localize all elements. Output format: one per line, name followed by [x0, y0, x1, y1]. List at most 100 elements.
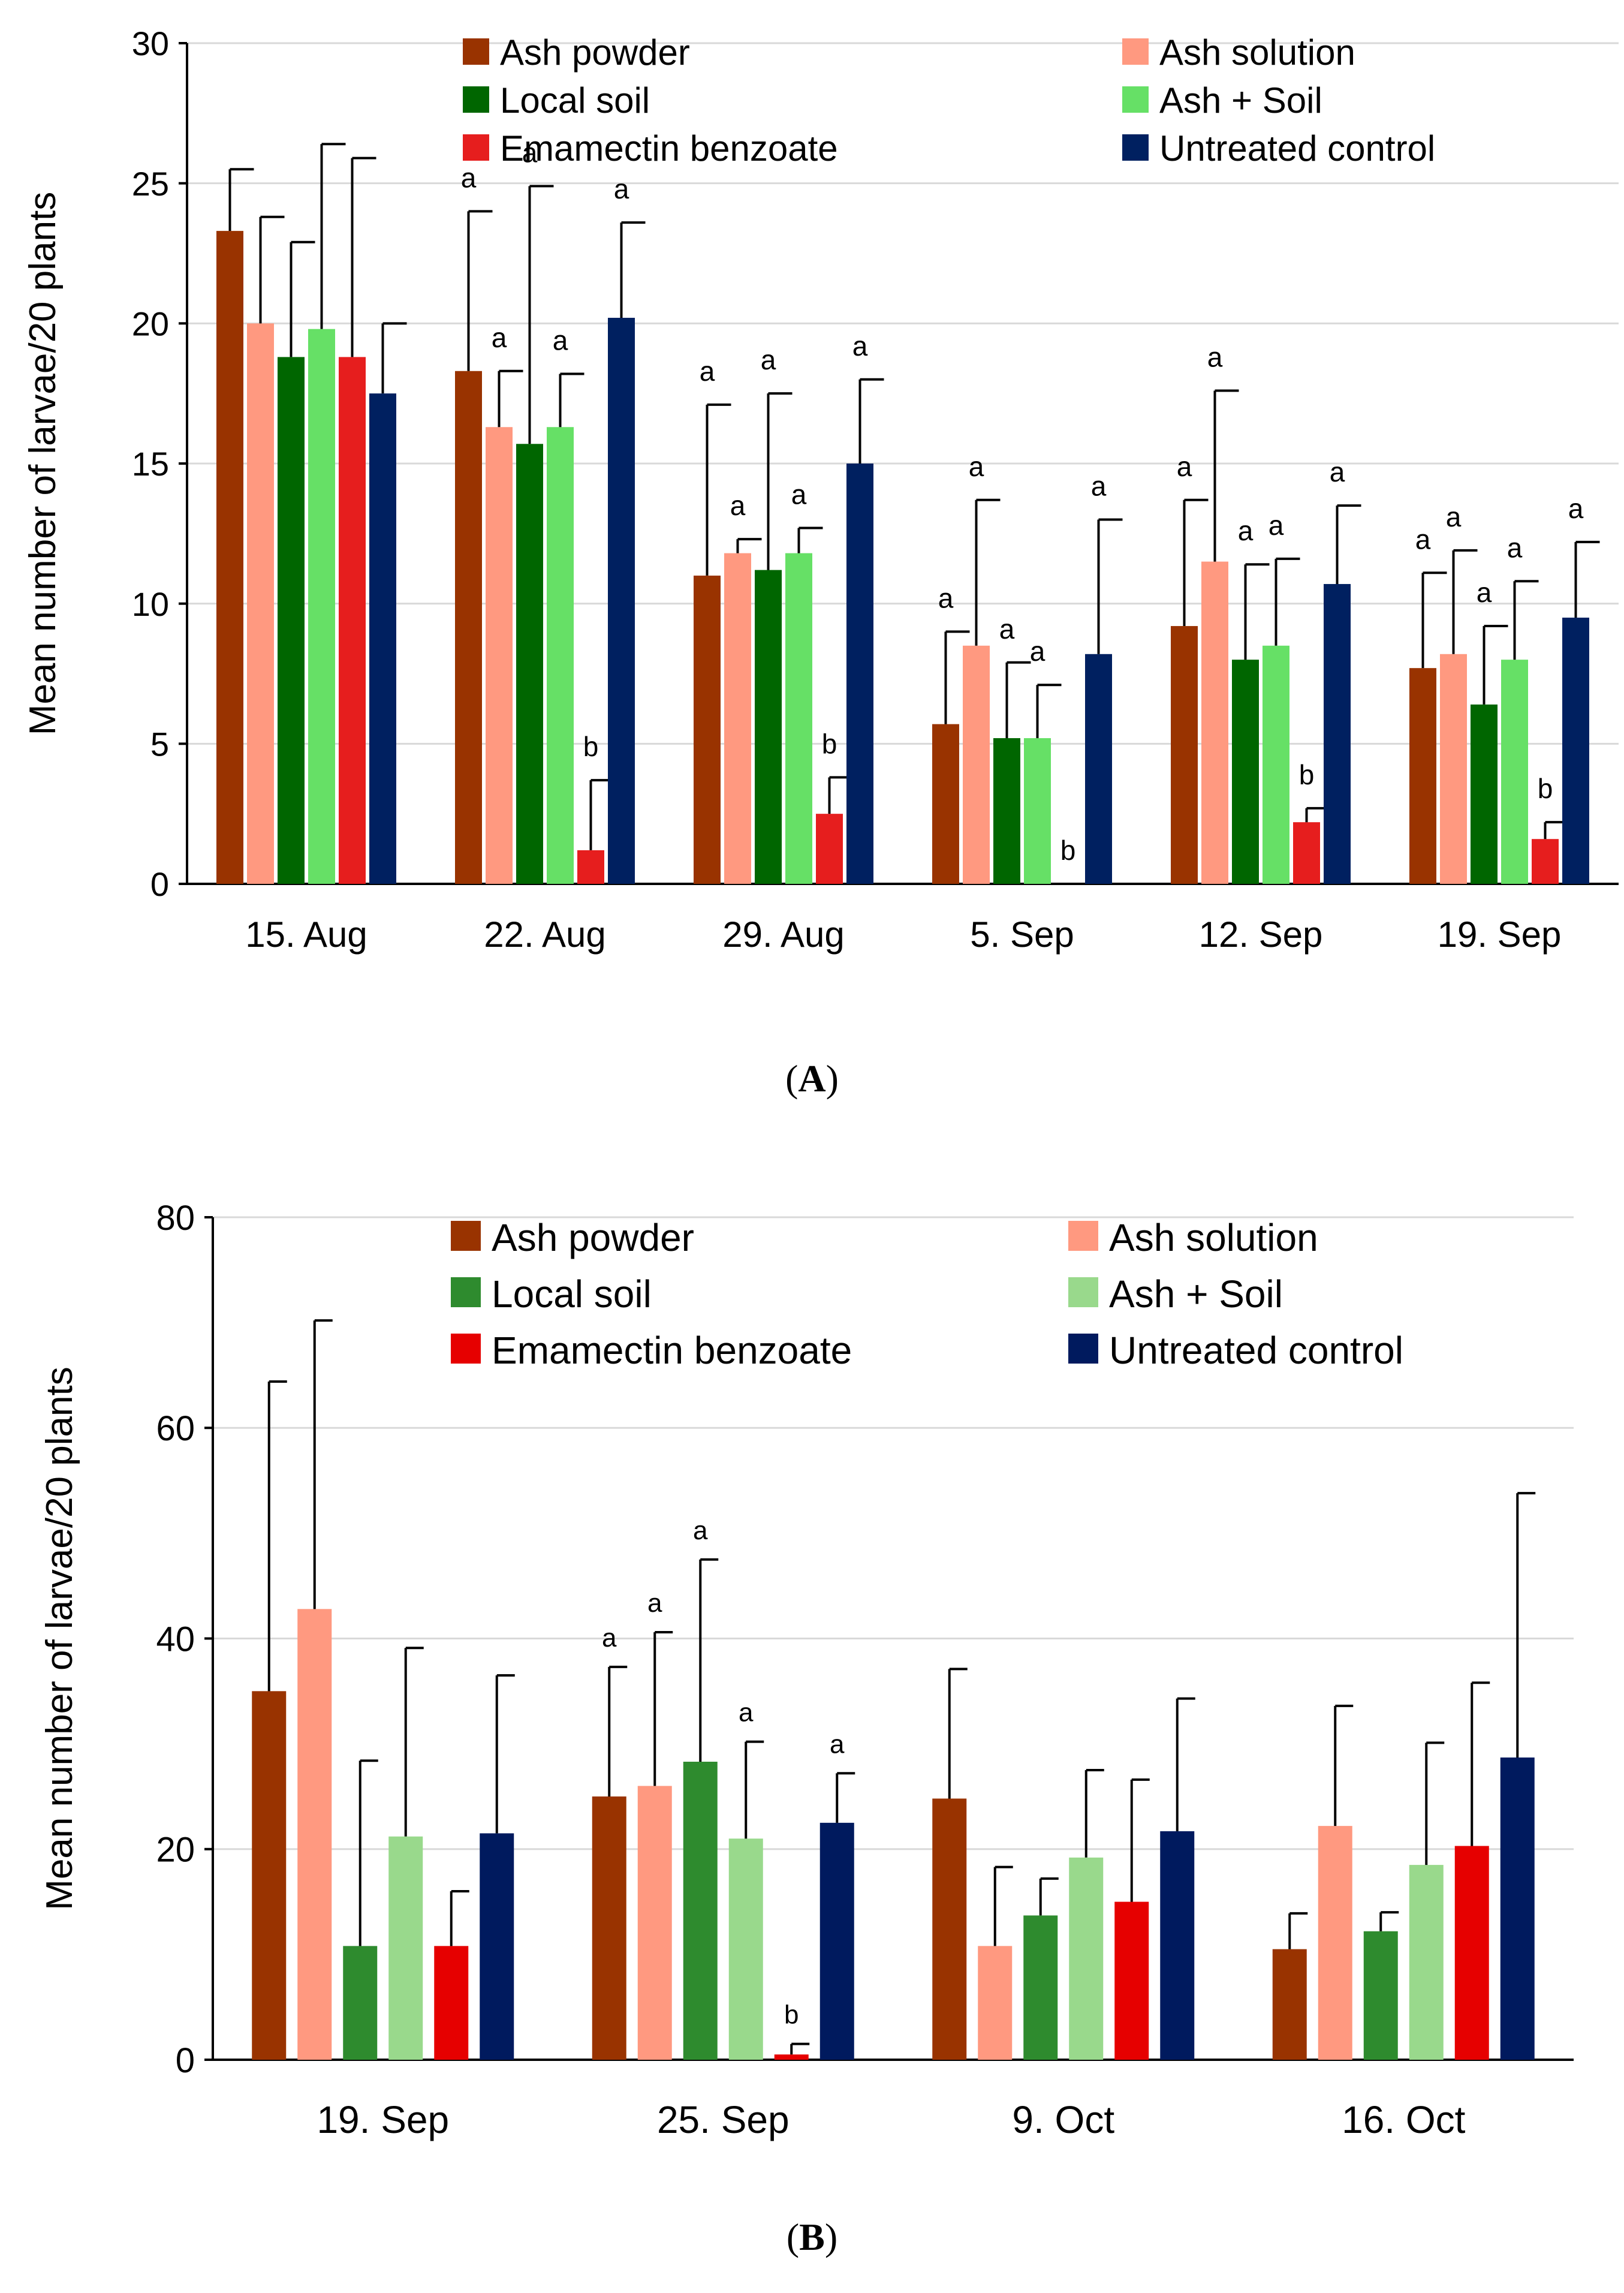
significance-letter: a — [761, 344, 776, 375]
significance-letter: a — [614, 173, 629, 204]
legend-label-emamectin-benzoate: Emamectin benzoate — [500, 128, 838, 168]
bar-ash-solution-22-aug — [486, 427, 513, 884]
x-tick-label: 29. Aug — [722, 914, 845, 955]
significance-letter: b — [784, 2000, 799, 2030]
bar-emamectin-benzoate-12-sep — [1293, 822, 1320, 884]
legend-label-local-soil: Local soil — [500, 80, 650, 121]
bar-ash-soil-25-sep — [728, 1838, 763, 2060]
bar-local-soil-15-aug — [278, 357, 305, 884]
bar-ash-soil-19-sep — [388, 1836, 423, 2060]
legend-swatch-untreated-control — [1122, 134, 1149, 161]
legend-swatch-emamectin-benzoate — [463, 134, 489, 161]
significance-letter: a — [852, 330, 868, 362]
legend-swatch-ash-solution — [1068, 1221, 1098, 1251]
bar-emamectin-benzoate-16-oct — [1454, 1846, 1489, 2060]
significance-letter: a — [602, 1623, 617, 1653]
bar-untreated-control-22-aug — [608, 317, 635, 884]
bar-untreated-control-15-aug — [369, 393, 396, 884]
legend-label-ash-powder: Ash powder — [492, 1216, 694, 1259]
legend-label-untreated-control: Untreated control — [1109, 1329, 1403, 1372]
bar-emamectin-benzoate-9-oct — [1114, 1901, 1149, 2060]
significance-letter: a — [1238, 515, 1254, 546]
legend-label-ash-powder: Ash powder — [500, 32, 690, 73]
significance-letter: b — [583, 731, 599, 762]
chart-b: 0 20 40 60 80 Mean number of larvae/20 plants… — [39, 1199, 1574, 2141]
x-tick-label: 5. Sep — [970, 914, 1074, 955]
legend-swatch-local-soil — [451, 1277, 481, 1307]
significance-letter: a — [969, 451, 984, 482]
significance-letter: a — [830, 1729, 845, 1759]
y-tick-label: 10 — [132, 585, 169, 623]
y-axis-title: Mean number of larvae/20 plants — [39, 1367, 80, 1910]
significance-letter: a — [1091, 470, 1107, 501]
legend-label-ash-solution: Ash solution — [1159, 32, 1355, 73]
significance-letter: a — [522, 137, 538, 168]
bar-emamectin-benzoate-19-sep — [434, 1946, 469, 2060]
bar-ash-soil-9-oct — [1069, 1857, 1104, 2060]
significance-letter: a — [791, 479, 807, 510]
significance-letter: a — [1477, 577, 1492, 608]
bar-local-soil-22-aug — [516, 444, 543, 884]
panel-label-b: (B) — [786, 2216, 838, 2258]
legend-label-ash-solution: Ash solution — [1109, 1216, 1318, 1259]
bar-ash-soil-15-aug — [308, 329, 335, 884]
bar-ash-powder-16-oct — [1272, 1949, 1307, 2060]
bar-ash-powder-15-aug — [216, 231, 243, 884]
legend-swatch-ash-solution — [1122, 38, 1149, 65]
y-tick-label: 60 — [156, 1409, 195, 1448]
bar-ash-solution-19-sep — [1440, 654, 1467, 884]
bar-ash-soil-19-sep — [1501, 660, 1528, 884]
bar-untreated-control-29-aug — [846, 464, 873, 884]
bar-local-soil-19-sep — [343, 1946, 378, 2060]
y-tick-label: 30 — [132, 25, 169, 62]
chart-a: 0 5 10 15 20 25 30 Mean number of larvae/20 pla… — [22, 25, 1619, 955]
y-tick-label: 0 — [150, 865, 169, 903]
bar-ash-powder-5-sep — [932, 724, 959, 884]
bar-ash-solution-5-sep — [963, 645, 990, 884]
bar-untreated-control-25-sep — [819, 1822, 854, 2060]
significance-letter: a — [1507, 532, 1523, 563]
legend-label-untreated-control: Untreated control — [1159, 128, 1435, 168]
legend-swatch-ash-soil — [1068, 1277, 1098, 1307]
bar-untreated-control-9-oct — [1160, 1831, 1195, 2060]
legend-label-ash-soil: Ash + Soil — [1159, 80, 1322, 121]
bar-ash-powder-22-aug — [455, 371, 482, 884]
x-tick-label: 25. Sep — [657, 2098, 790, 2141]
significance-letter: a — [461, 162, 477, 193]
significance-letter: b — [1299, 759, 1315, 790]
bar-ash-powder-12-sep — [1171, 626, 1198, 884]
significance-letter: a — [1415, 523, 1431, 555]
legend-swatch-emamectin-benzoate — [451, 1334, 481, 1364]
x-tick-label: 12. Sep — [1199, 914, 1323, 955]
bar-ash-powder-9-oct — [932, 1798, 967, 2060]
bar-untreated-control-12-sep — [1324, 583, 1351, 884]
bar-untreated-control-5-sep — [1085, 654, 1112, 884]
x-tick-label: 22. Aug — [484, 914, 606, 955]
significance-letter: a — [999, 613, 1015, 645]
significance-letter: a — [739, 1698, 754, 1728]
bar-ash-solution-19-sep — [297, 1609, 332, 2060]
significance-letter: a — [1568, 493, 1584, 524]
legend-swatch-local-soil — [463, 86, 489, 113]
x-tick-label: 9. Oct — [1012, 2098, 1114, 2141]
y-tick-label: 20 — [132, 305, 169, 342]
significance-letter: b — [1060, 835, 1076, 866]
bar-ash-powder-25-sep — [592, 1796, 626, 2060]
y-tick-label: 20 — [156, 1831, 195, 1870]
bar-untreated-control-19-sep — [480, 1833, 514, 2060]
y-tick-label: 40 — [156, 1620, 195, 1659]
y-tick-label: 80 — [156, 1199, 195, 1238]
bar-local-soil-29-aug — [755, 570, 782, 884]
significance-letter: a — [1330, 456, 1345, 488]
bar-local-soil-16-oct — [1363, 1931, 1398, 2060]
significance-letter: b — [822, 728, 837, 759]
y-tick-label: 25 — [132, 165, 169, 203]
legend-swatch-ash-powder — [451, 1221, 481, 1251]
panel-label-a: (A) — [785, 1057, 839, 1100]
bar-ash-solution-25-sep — [637, 1786, 672, 2060]
x-tick-label: 19. Sep — [317, 2098, 449, 2141]
bar-ash-solution-12-sep — [1201, 561, 1228, 884]
legend-label-ash-soil: Ash + Soil — [1109, 1272, 1283, 1316]
legend-swatch-untreated-control — [1068, 1334, 1098, 1364]
bar-ash-solution-9-oct — [978, 1946, 1013, 2060]
